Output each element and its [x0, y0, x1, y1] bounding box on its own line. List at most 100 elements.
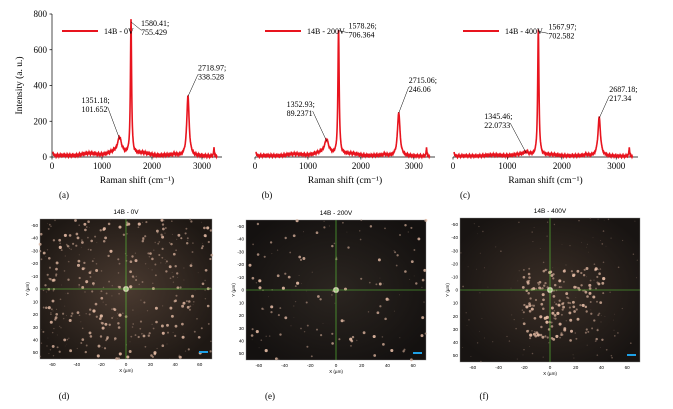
particle: [175, 294, 178, 297]
particle: [144, 235, 147, 238]
particle: [613, 319, 614, 321]
particle: [149, 252, 152, 255]
particle: [603, 219, 605, 221]
particle: [270, 311, 273, 314]
particle: [292, 234, 296, 238]
peak-label: 2715.06; 246.06: [409, 76, 437, 94]
y-tick-label: 40: [239, 339, 245, 344]
particle: [584, 305, 588, 309]
particle: [59, 325, 61, 328]
particle: [317, 295, 320, 298]
particle: [107, 222, 111, 226]
particle: [84, 291, 86, 293]
particle: [187, 302, 189, 304]
particle: [50, 313, 52, 316]
particle: [518, 270, 520, 272]
particle: [183, 333, 185, 334]
particle: [78, 283, 81, 286]
particle: [50, 225, 52, 228]
particle: [98, 317, 102, 320]
particle: [529, 346, 531, 347]
particle: [610, 354, 613, 357]
particle: [50, 311, 52, 314]
particle: [132, 309, 134, 311]
x-tick-label: 40: [173, 362, 179, 367]
particle: [196, 317, 198, 320]
particle: [45, 306, 48, 309]
particle: [204, 289, 206, 291]
particle: [161, 305, 164, 307]
particle: [571, 273, 574, 275]
particle: [569, 244, 571, 247]
particle: [141, 332, 143, 335]
peak-label-line: 2718.97;: [198, 63, 226, 72]
peak-label-line: 702.582: [548, 31, 574, 40]
particle: [108, 323, 111, 326]
particle: [111, 317, 114, 319]
particle: [562, 305, 565, 309]
particle: [558, 322, 562, 326]
particle: [135, 275, 138, 278]
particle: [284, 236, 287, 240]
particle: [413, 249, 416, 251]
y-tick-label: 50: [453, 353, 459, 358]
peak-label-line: 1567.97;: [548, 22, 576, 31]
particle: [384, 227, 386, 230]
particle: [95, 315, 98, 318]
particle: [154, 306, 158, 310]
particle: [141, 239, 145, 243]
particle: [598, 272, 601, 275]
particle: [268, 335, 271, 337]
particle: [289, 251, 292, 254]
peak-label-line: 755.429: [141, 28, 167, 37]
particle: [90, 270, 92, 273]
particle: [468, 319, 470, 321]
particle: [185, 300, 188, 303]
particle: [118, 352, 122, 356]
particle: [410, 260, 414, 263]
particle: [65, 293, 67, 294]
y-tick-label: -30: [31, 248, 38, 253]
particle: [522, 311, 525, 314]
legend-label: 14B - 400V: [505, 27, 543, 36]
particle: [88, 271, 92, 275]
panel-label: (e): [265, 391, 275, 401]
y-axis-label: Intensity (a. u.): [14, 56, 25, 114]
particle: [483, 267, 486, 269]
particle: [305, 290, 307, 292]
particle: [267, 296, 269, 298]
peak-leader: [187, 74, 199, 97]
particle: [278, 358, 280, 360]
particle: [542, 269, 546, 273]
particle: [193, 330, 196, 333]
particle: [600, 315, 602, 317]
particle: [569, 339, 572, 342]
particle: [300, 327, 302, 330]
particle: [248, 260, 250, 262]
particle: [106, 336, 109, 339]
x-tick-label: -20: [307, 363, 314, 368]
particle: [573, 357, 575, 359]
particle: [597, 282, 601, 286]
particle: [583, 268, 586, 271]
particle: [210, 340, 212, 343]
particle: [593, 263, 596, 266]
y-tick-label: 0: [241, 288, 244, 293]
y-tick-label: 400: [34, 81, 48, 91]
y-tick-label: 200: [34, 116, 48, 126]
particle: [581, 303, 585, 307]
y-tick-label: -10: [31, 274, 38, 279]
particle: [62, 312, 65, 315]
particle: [421, 286, 423, 289]
particle: [81, 267, 85, 271]
particle: [129, 285, 133, 289]
particle: [531, 231, 533, 233]
particle: [407, 231, 409, 233]
y-tick-label: -20: [237, 262, 244, 267]
particle: [584, 290, 588, 294]
y-tick-label: 50: [239, 351, 245, 356]
particle: [200, 221, 203, 223]
particle: [599, 240, 602, 242]
particle: [276, 274, 280, 278]
particle: [331, 244, 334, 248]
